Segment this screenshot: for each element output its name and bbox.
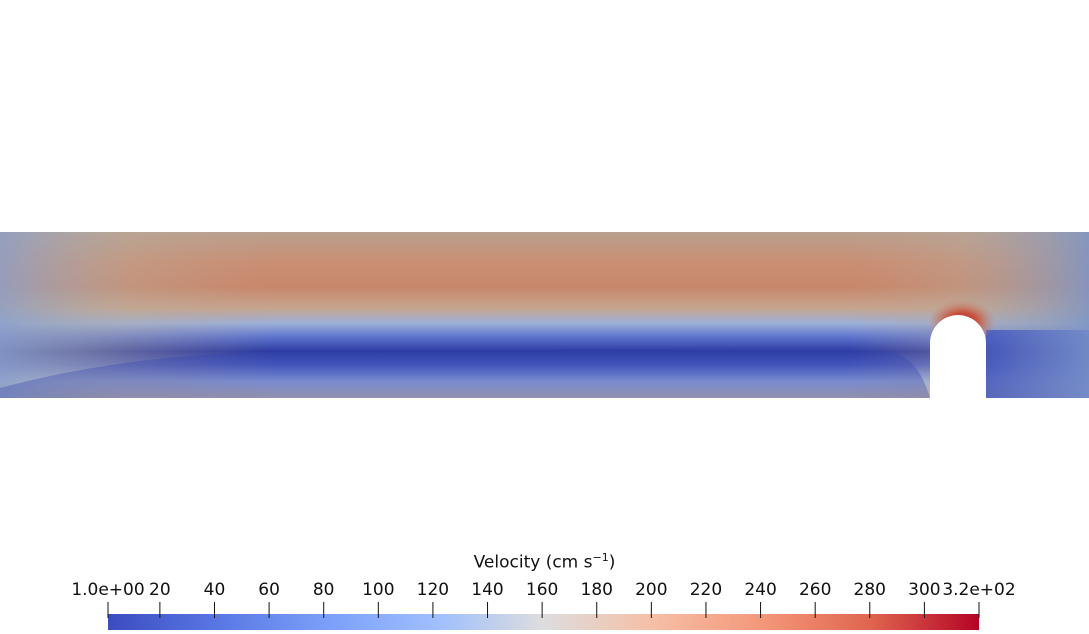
flow-domain bbox=[0, 232, 1089, 398]
colorbar-tick-marks bbox=[107, 602, 980, 618]
colorbar-tick-label: 3.2e+02 bbox=[942, 580, 1016, 600]
colorbar-tick-label: 240 bbox=[744, 580, 777, 600]
colorbar-tick-label: 1.0e+00 bbox=[71, 580, 145, 600]
colorbar-tick-label: 40 bbox=[203, 580, 226, 600]
colorbar-tick-label: 260 bbox=[798, 580, 832, 600]
colorbar-gradient bbox=[108, 614, 979, 630]
colorbar-tick-label: 300 bbox=[908, 580, 941, 600]
colorbar-tick-label: 60 bbox=[258, 580, 280, 600]
colorbar-tick-label: 200 bbox=[635, 580, 668, 600]
colorbar-tick-label: 80 bbox=[312, 580, 335, 600]
colorbar-tick-label: 140 bbox=[471, 580, 504, 600]
colorbar-title: Velocity (cm s−1) bbox=[473, 551, 616, 573]
colorbar-tick-label: 160 bbox=[525, 580, 559, 600]
colorbar-tick-label: 220 bbox=[689, 580, 723, 600]
colorbar bbox=[107, 602, 980, 630]
colorbar-tick-label: 20 bbox=[149, 580, 171, 600]
colorbar-tick-label: 180 bbox=[580, 580, 613, 600]
colorbar-tick-label: 120 bbox=[416, 580, 450, 600]
colorbar-tick-label: 280 bbox=[853, 580, 887, 600]
colorbar-tick-label: 100 bbox=[362, 580, 395, 600]
